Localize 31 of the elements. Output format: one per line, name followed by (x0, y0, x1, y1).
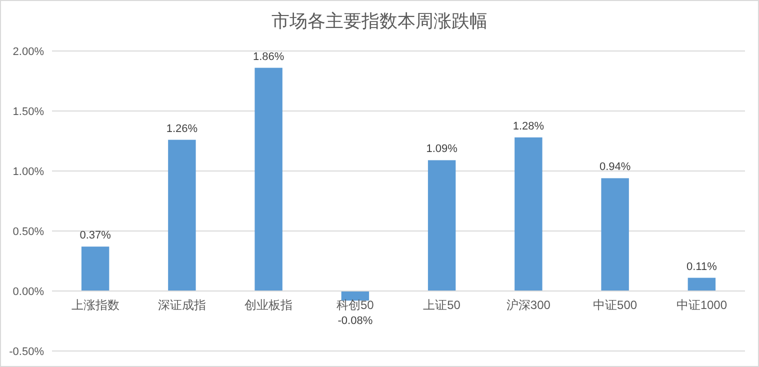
chart-title: 市场各主要指数本周涨跌幅 (272, 11, 488, 31)
x-tick-label: 深证成指 (158, 298, 206, 312)
data-label: 1.26% (166, 122, 198, 135)
data-label: 0.11% (686, 260, 718, 273)
x-tick-label: 上涨指数 (71, 298, 120, 312)
bar (688, 278, 716, 291)
y-tick-label: -0.50% (9, 346, 44, 358)
data-label: 0.94% (599, 161, 631, 174)
x-tick-label: 中证1000 (676, 298, 728, 312)
x-tick-label: 中证500 (593, 298, 638, 312)
y-tick-label: 1.00% (12, 166, 44, 178)
bar (168, 140, 196, 291)
bar (428, 160, 456, 291)
bar (601, 178, 629, 291)
y-tick-label: 0.00% (12, 286, 44, 298)
bar (341, 291, 370, 301)
data-label: -0.08% (338, 315, 373, 327)
data-label: 1.09% (426, 143, 458, 156)
data-label: 1.28% (512, 120, 544, 132)
y-tick-label: 1.50% (12, 106, 44, 118)
y-tick-label: 0.50% (12, 226, 44, 238)
x-tick-label: 创业板指 (244, 298, 293, 312)
x-tick-label: 上证50 (423, 298, 461, 312)
y-tick-label: 2.00% (12, 46, 44, 58)
x-tick-label: 沪深300 (506, 298, 551, 312)
bar (514, 137, 542, 291)
bar (254, 68, 282, 291)
x-tick-label: 科创50 (336, 298, 374, 312)
bar (81, 246, 110, 291)
data-label: 1.86% (252, 50, 284, 63)
data-label: 0.37% (80, 230, 112, 242)
